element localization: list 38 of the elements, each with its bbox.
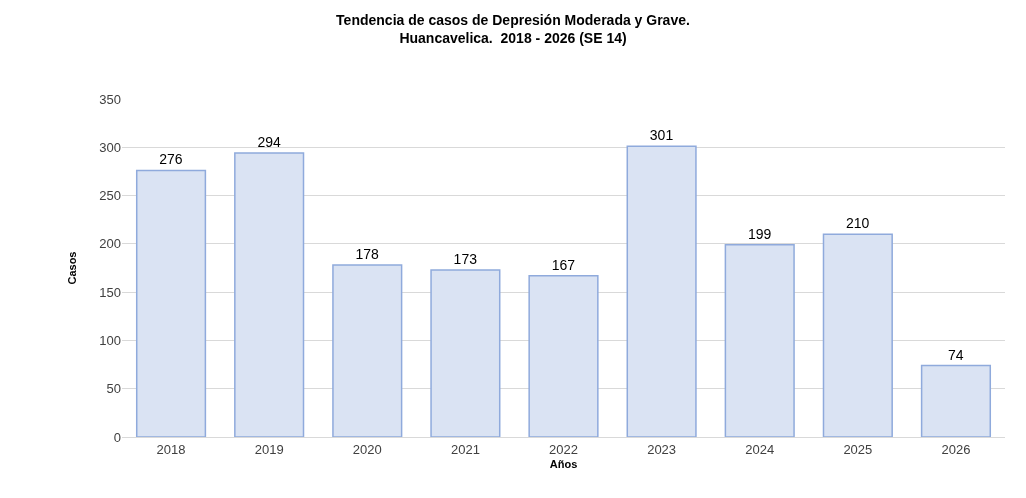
data-label: 210 xyxy=(846,215,870,232)
x-tick-label: 2023 xyxy=(647,441,677,457)
data-label: 178 xyxy=(355,246,380,263)
bar xyxy=(822,233,893,437)
bar xyxy=(234,152,305,437)
x-tick-label: 2022 xyxy=(549,441,578,457)
bar xyxy=(135,169,207,437)
y-axis-title: Casos xyxy=(65,251,78,285)
data-label: 276 xyxy=(159,151,183,168)
x-tick-label: 2025 xyxy=(843,441,873,457)
x-axis-title: Años xyxy=(549,457,578,470)
y-tick-label: 200 xyxy=(99,236,121,252)
bar xyxy=(430,269,501,437)
data-label: 173 xyxy=(453,250,478,267)
y-tick-label: 100 xyxy=(99,332,121,348)
data-label: 74 xyxy=(948,346,964,363)
data-label: 301 xyxy=(649,127,674,144)
bar xyxy=(332,264,403,437)
bar xyxy=(626,145,697,437)
bar xyxy=(724,244,795,437)
chart-title: Tendencia de casos de Depresión Moderada y Grave. Huancavelica. 2018 - 2026 (SE 14) xyxy=(336,11,690,47)
y-tick-label: 300 xyxy=(99,139,121,155)
x-tick-label: 2018 xyxy=(156,441,186,457)
x-tick-label: 2020 xyxy=(352,441,382,457)
x-tick-label: 2024 xyxy=(745,441,775,457)
data-label: 294 xyxy=(257,134,281,151)
data-label: 199 xyxy=(747,225,772,242)
x-tick-label: 2021 xyxy=(450,441,480,457)
data-label: 167 xyxy=(551,256,576,273)
y-tick-label: 50 xyxy=(106,381,121,397)
x-tick-label: 2019 xyxy=(254,441,284,457)
bar xyxy=(920,364,992,437)
y-tick-label: 150 xyxy=(99,284,121,300)
y-tick-label: 250 xyxy=(99,188,121,204)
y-tick-label: 0 xyxy=(113,429,121,445)
y-tick-label: 350 xyxy=(99,91,121,107)
bar xyxy=(528,274,599,437)
x-tick-label: 2026 xyxy=(941,441,971,457)
